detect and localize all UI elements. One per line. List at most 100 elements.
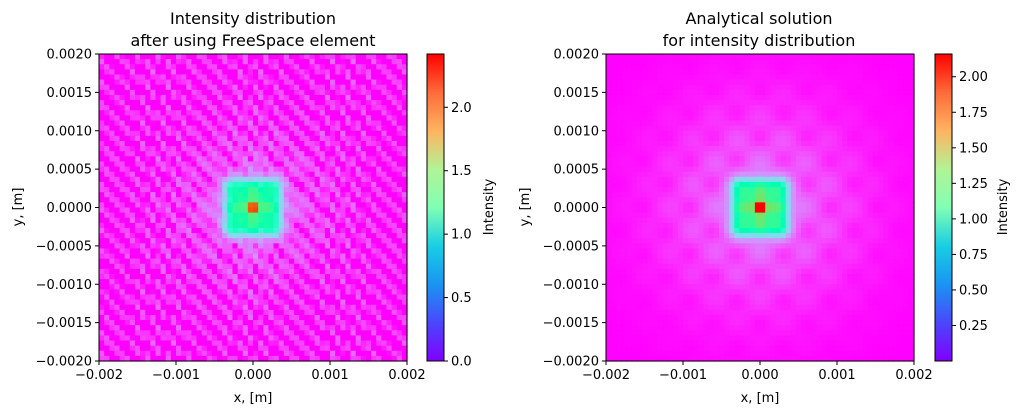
heatmap-cell [268,284,275,290]
heatmap-cell [739,135,746,142]
heatmap-cell [155,176,162,183]
colorbar-gradient [426,53,445,362]
heatmap-cell [247,299,254,306]
heatmap-cell [335,207,341,214]
heatmap-cell [109,350,115,357]
heatmap-cell [119,340,126,347]
heatmap-cell [263,299,269,306]
heatmap-cell [688,105,694,111]
heatmap-cell [350,59,357,65]
heatmap-cell [335,54,341,60]
heatmap-cell [626,94,633,101]
heatmap-cell [201,279,208,285]
heatmap-cell [294,120,300,127]
heatmap-cell [621,125,628,132]
heatmap-cell [268,192,275,198]
heatmap-cell [222,135,228,142]
heatmap-cell [806,115,812,122]
heatmap-cell [150,94,157,101]
heatmap-cell [104,325,110,331]
heatmap-cell [150,181,157,188]
heatmap-cell [816,69,823,76]
heatmap-cell [263,181,269,188]
heatmap-cell [396,59,403,65]
heatmap-cell [237,69,244,76]
heatmap-cell [211,222,218,229]
heatmap-cell [288,299,295,306]
heatmap-cell [217,74,223,81]
heatmap-cell [206,355,213,362]
heatmap-cell [335,309,341,316]
heatmap-cell [217,325,223,331]
heatmap-cell [780,130,787,137]
heatmap-cell [683,151,689,157]
heatmap-cell [294,222,300,229]
heatmap-cell [99,176,105,183]
heatmap-cell [376,345,382,352]
heatmap-cell [775,161,782,168]
heatmap-cell [391,284,398,290]
heatmap-cell [780,94,787,101]
heatmap-cell [396,320,403,326]
heatmap-cell [181,202,187,209]
heatmap-cell [360,181,367,188]
heatmap-cell [191,222,198,229]
heatmap-cell [350,100,357,106]
heatmap-cell [391,105,398,111]
heatmap-cell [340,279,346,285]
heatmap-cell [186,64,192,70]
heatmap-cell [196,187,203,193]
heatmap-cell [647,110,653,116]
heatmap-cell [396,309,403,316]
heatmap-cell [155,69,162,76]
heatmap-cell [621,130,628,137]
heatmap-cell [641,135,648,142]
heatmap-cell [196,258,203,265]
heatmap-cell [160,181,167,188]
heatmap-cell [206,248,213,255]
heatmap-cell [134,279,141,285]
heatmap-cell [145,151,151,157]
heatmap-cell [903,64,910,70]
heatmap-cell [683,59,689,65]
heatmap-cell [150,187,157,193]
heatmap-cell [253,227,259,234]
heatmap-cell [386,100,393,106]
heatmap-cell [268,54,275,60]
heatmap-cell [299,217,305,224]
heatmap-cell [288,74,295,81]
heatmap-cell [294,233,300,239]
heatmap-cell [672,125,679,132]
heatmap-cell [360,161,367,168]
heatmap-cell [381,217,388,224]
heatmap-cell [744,130,751,137]
heatmap-cell [104,207,110,214]
heatmap-cell [294,69,300,76]
heatmap-cell [857,100,864,106]
heatmap-cell [314,161,321,168]
heatmap-cell [155,156,162,163]
heatmap-cell [304,125,311,132]
heatmap-cell [283,120,290,127]
heatmap-cell [647,130,653,137]
heatmap-cell [335,243,341,250]
heatmap-cell [324,69,331,76]
heatmap-cell [232,355,239,362]
heatmap-cell [283,258,290,265]
heatmap-cell [237,355,244,362]
heatmap-cell [104,84,110,91]
heatmap-cell [355,294,362,301]
heatmap-cell [376,299,382,306]
heatmap-cell [831,140,838,147]
heatmap-cell [99,146,105,152]
heatmap-cell [335,135,341,142]
heatmap-cell [631,130,638,137]
heatmap-cell [222,54,228,60]
heatmap-cell [760,69,766,76]
heatmap-cell [129,299,136,306]
heatmap-cell [242,289,249,296]
heatmap-cell [713,79,720,86]
heatmap-cell [191,340,198,347]
heatmap-cell [201,233,208,239]
heatmap-cell [770,125,776,132]
